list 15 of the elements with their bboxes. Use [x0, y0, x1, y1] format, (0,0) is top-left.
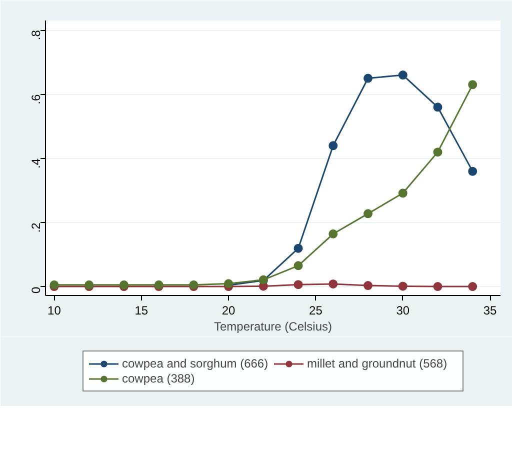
y-tick-label: .4	[29, 158, 43, 168]
x-tick-label: 25	[309, 304, 323, 318]
y-tick-label: .2	[29, 222, 43, 233]
x-tick-label: 15	[134, 304, 148, 318]
x-axis-title: Temperature (Celsius)	[214, 320, 332, 334]
x-tick-label: 30	[396, 304, 410, 318]
x-tick-label: 10	[48, 304, 62, 318]
legend-label: cowpea (388)	[122, 372, 196, 386]
y-tick-label: .8	[29, 30, 43, 40]
legend-label: millet and groundnut (568)	[307, 356, 448, 370]
y-tick-label: .6	[29, 94, 43, 104]
x-tick-label: 35	[483, 304, 498, 318]
y-tick-label: 0	[29, 286, 43, 294]
x-tick-label: 20	[222, 304, 236, 318]
legend-label: cowpea and sorghum (666)	[122, 356, 270, 370]
